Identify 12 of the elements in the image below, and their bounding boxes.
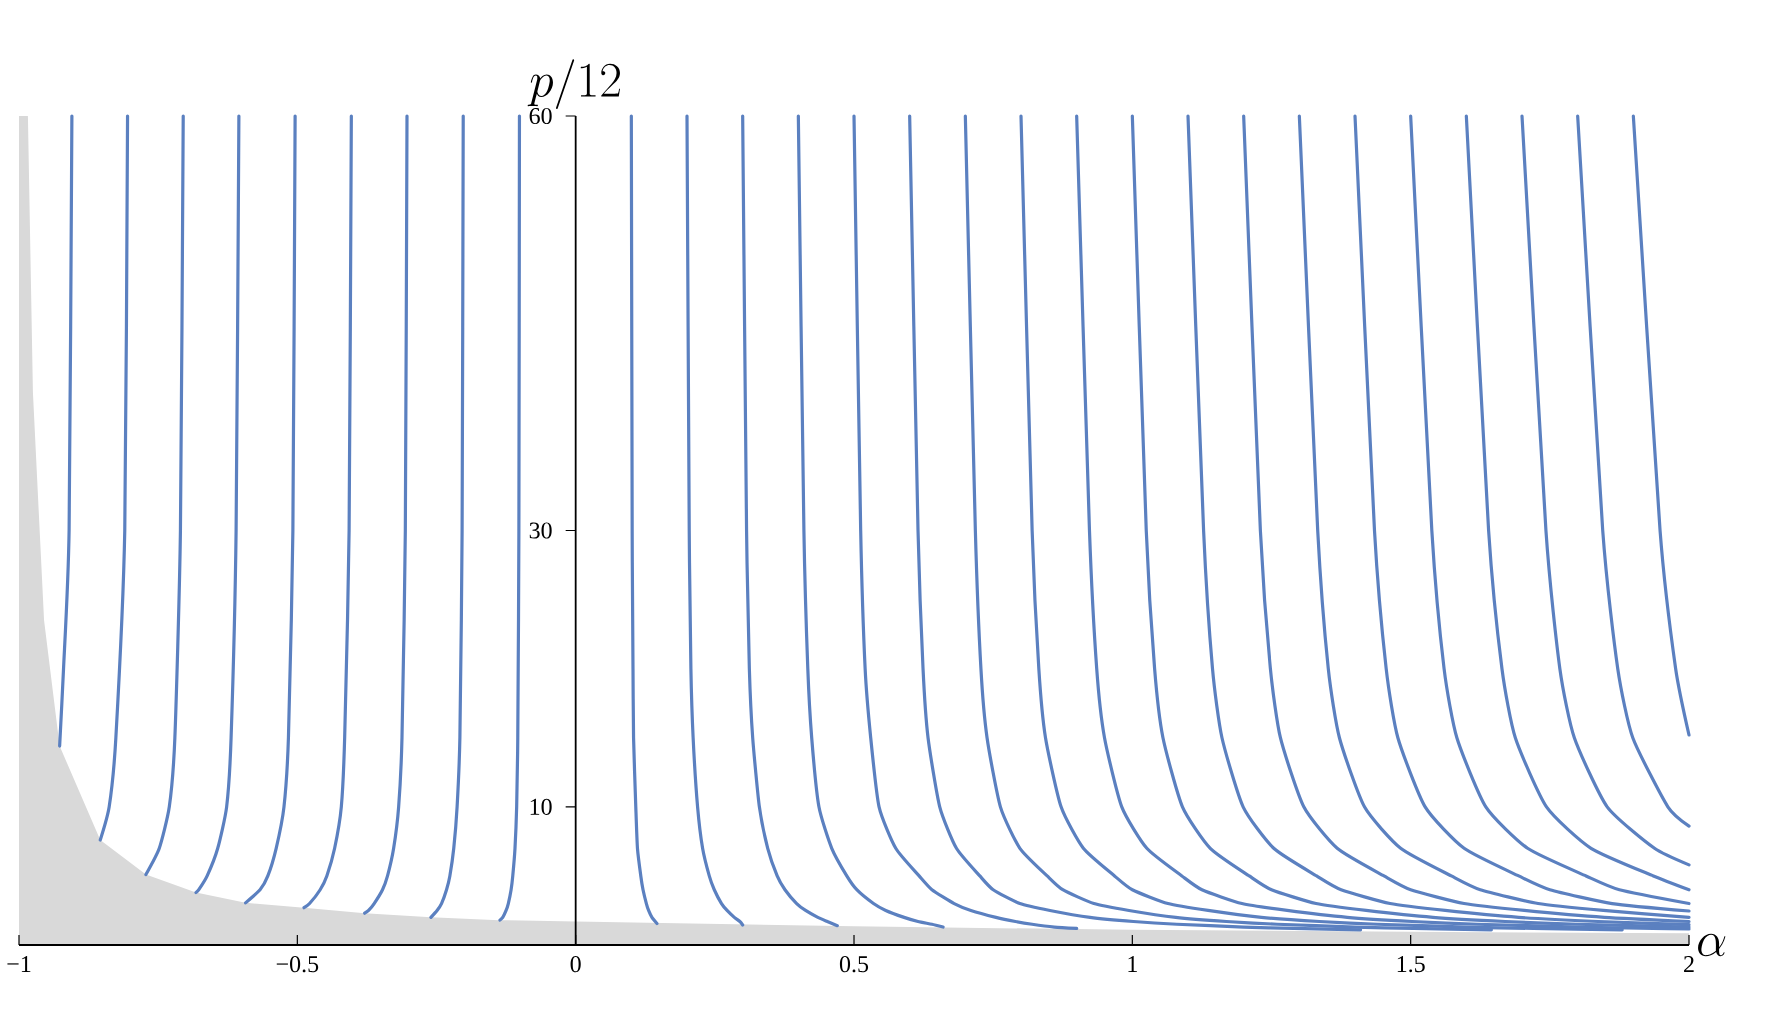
x-tick-label: 1 [1128, 956, 1137, 972]
y-tick-label: 30 [529, 522, 552, 539]
x-tick-label: −0.5 [276, 956, 319, 973]
x-tick-label: 0 [570, 956, 581, 973]
y-tick-label: 10 [530, 798, 552, 815]
x-tick-label: 2 [1684, 956, 1694, 972]
x-tick-label: 1.5 [1397, 956, 1425, 973]
x-tick-label: −1 [7, 956, 31, 972]
y-axis-title: $p/12$ [527, 59, 620, 109]
x-axis-title: $\alpha$ [1698, 933, 1726, 957]
x-tick-label: 0.5 [839, 956, 869, 973]
y-tick-label: 60 [529, 107, 552, 125]
